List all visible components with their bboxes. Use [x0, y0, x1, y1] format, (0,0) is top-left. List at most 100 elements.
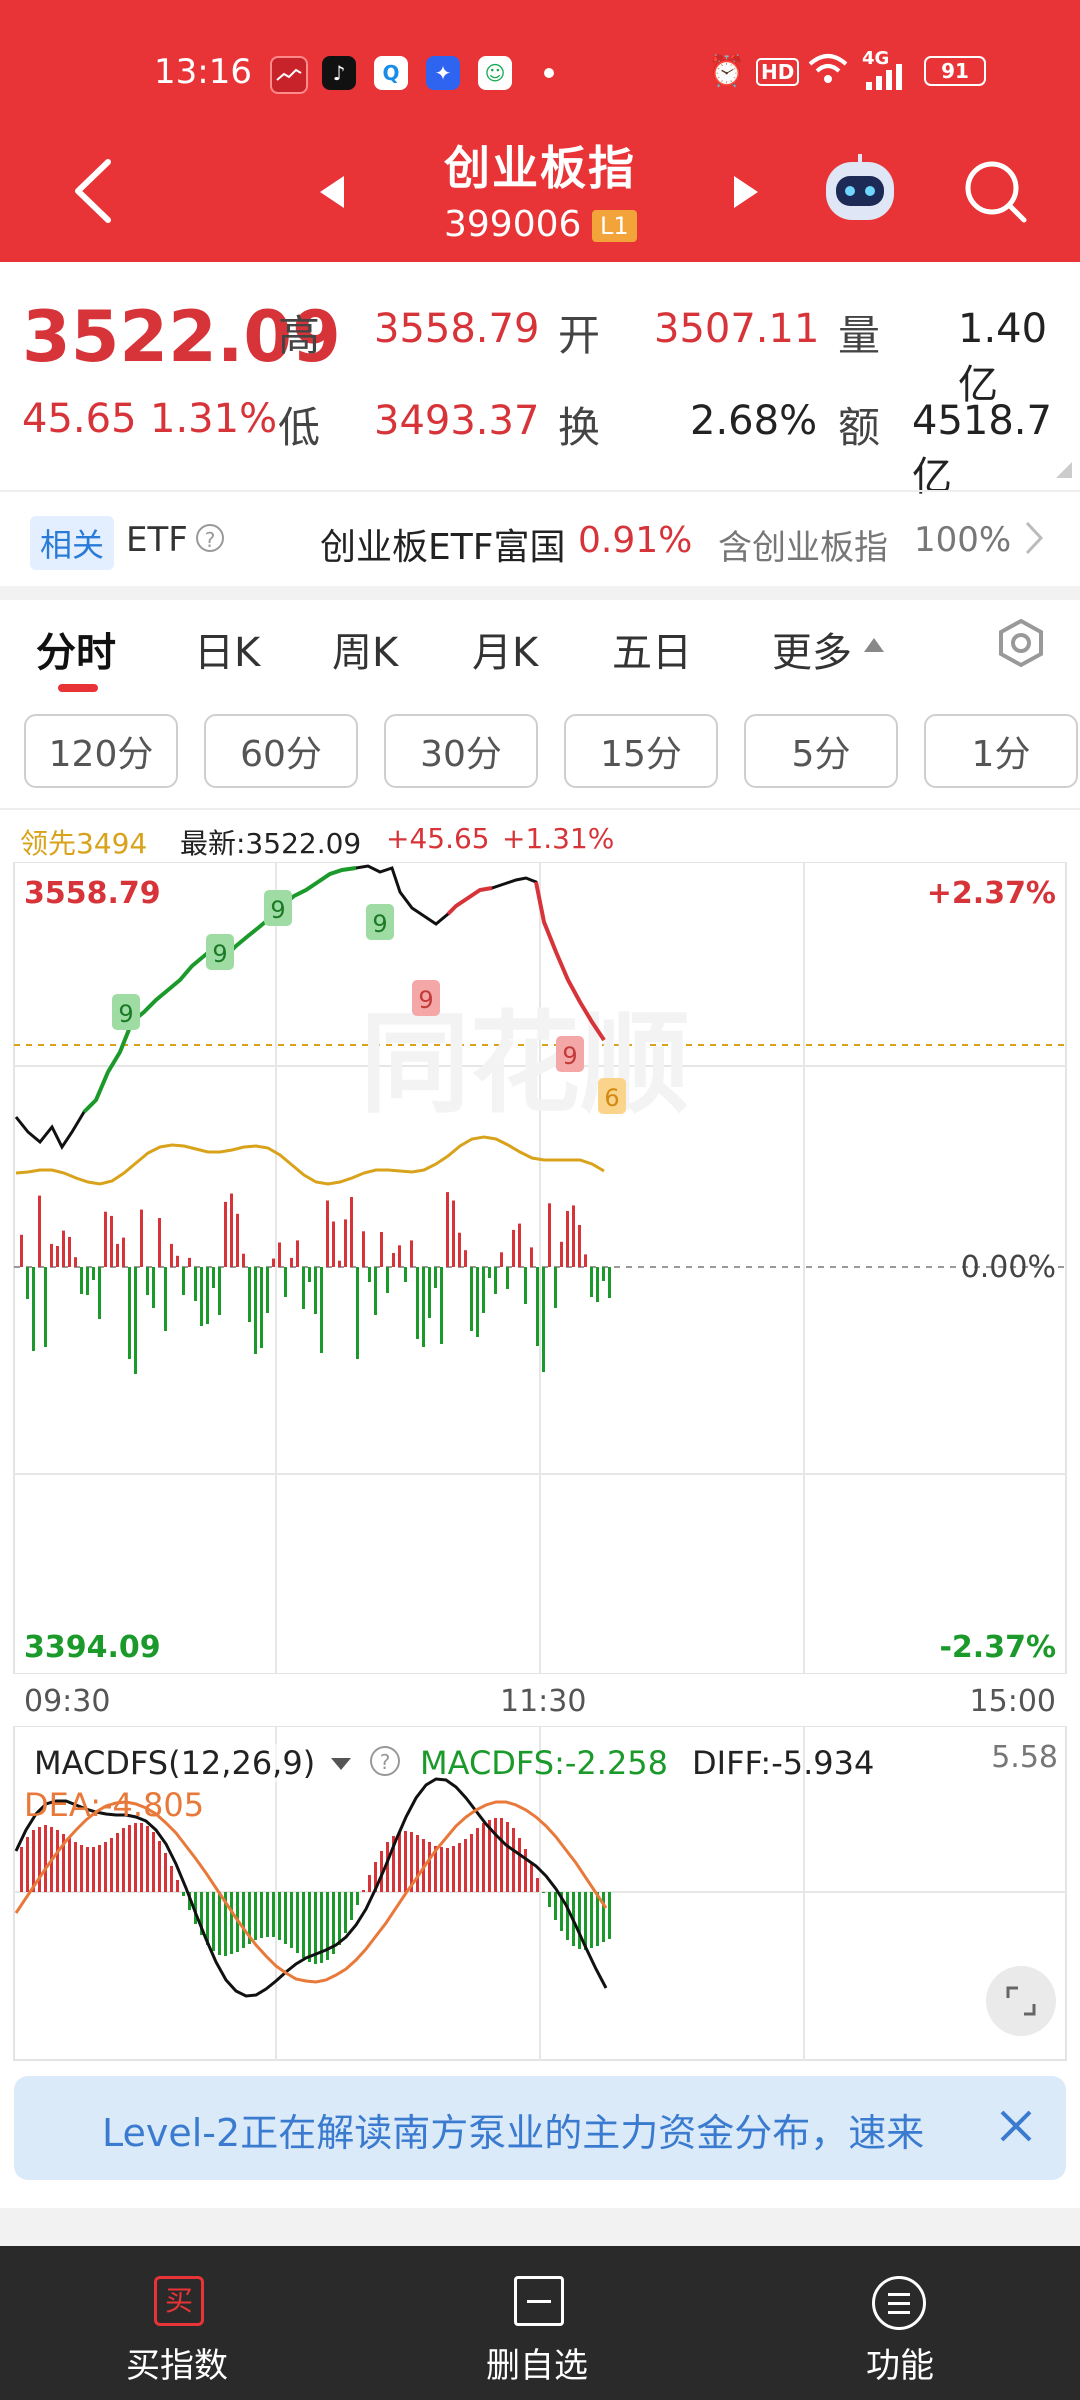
index-code: 399006 [444, 204, 582, 245]
more-notifications-dot [544, 68, 554, 78]
macdfs-value: MACDFS:-2.258 [420, 1744, 669, 1782]
bottom-separator [0, 2208, 1080, 2246]
open-value: 3507.11 [654, 306, 820, 352]
battery-icon: 91 [924, 56, 986, 86]
remove-watchlist-button[interactable]: 删自选 [360, 2246, 720, 2400]
signal-icon [864, 64, 904, 94]
time-end: 15:00 [969, 1684, 1056, 1719]
active-tab-indicator [58, 684, 98, 692]
price-change: 45.65 [22, 396, 137, 442]
app-icon-stock [270, 56, 308, 94]
high-value: 3558.79 [374, 306, 540, 352]
y-axis-top: 3558.79 [24, 876, 161, 911]
tab-daily-k[interactable]: 日K [194, 630, 261, 676]
expand-corner-icon[interactable] [1056, 462, 1072, 482]
hd-icon: HD [756, 58, 800, 86]
period-30min[interactable]: 30分 [384, 714, 538, 788]
td-marker [366, 904, 394, 940]
header-bar: 13:16 ♪ Q ✦ ☺ ⏰ HD 4G 91 创业板指 399006 L1 [0, 0, 1080, 262]
pct-axis-bottom: -2.37% [939, 1630, 1056, 1665]
latest-price-label: 最新:3522.09 [180, 827, 362, 860]
low-label: 低 [278, 403, 321, 452]
level2-promo-banner[interactable]: Level-2正在解读南方泵业的主力资金分布，速来 [14, 2076, 1066, 2180]
robot-assistant-icon[interactable] [822, 152, 898, 232]
network-type: 4G [862, 48, 890, 69]
settings-hexagon-icon[interactable] [996, 618, 1046, 672]
td-marker-label: 9 [118, 1000, 133, 1028]
dropdown-icon[interactable] [330, 1756, 352, 1775]
buy-icon: 买 [154, 2276, 204, 2326]
close-icon[interactable] [996, 2106, 1036, 2150]
amount-value: 4518.7亿 [912, 398, 1052, 500]
macd-indicator-name[interactable]: MACDFS(12,26,9) [34, 1744, 316, 1782]
pct-axis-top: +2.37% [926, 876, 1056, 911]
td-marker [412, 980, 440, 1016]
level-badge: L1 [592, 210, 637, 242]
chevron-right-icon [1024, 520, 1044, 560]
td-marker-label: 9 [418, 986, 433, 1014]
search-icon[interactable] [962, 158, 1028, 228]
prev-stock-icon[interactable] [316, 172, 346, 216]
functions-button[interactable]: 功能 [720, 2246, 1080, 2400]
macd-chart[interactable]: MACDFS(12,26,9) ? MACDFS:-2.258 DIFF:-5.… [0, 1726, 1080, 2062]
td-marker-label: 9 [212, 940, 227, 968]
minus-box-icon [514, 2276, 564, 2326]
etf-pct: 0.91% [578, 520, 693, 561]
etf-tag: 相关 [30, 516, 115, 570]
td-marker [598, 1078, 626, 1114]
etf-label: ETF [126, 520, 188, 560]
buy-index-label: 买指数 [126, 2346, 228, 2386]
period-1min[interactable]: 1分 [924, 714, 1078, 788]
lead-indicator: 领先3494 [20, 827, 148, 860]
current-price: 3522.09 [22, 296, 341, 378]
etf-name: 创业板ETF富国 [320, 527, 566, 568]
etf-contains: 含创业板指 [718, 528, 888, 568]
tiktok-icon: ♪ [322, 56, 356, 90]
open-label: 开 [558, 311, 601, 360]
period-15min[interactable]: 15分 [564, 714, 718, 788]
tab-five-day[interactable]: 五日 [612, 630, 692, 676]
period-5min[interactable]: 5分 [744, 714, 898, 788]
td-marker [112, 994, 140, 1030]
chart-change-pct: +1.31% [502, 822, 615, 855]
functions-label: 功能 [866, 2346, 934, 2386]
price-change-pct: 1.31% [150, 396, 278, 442]
turnover-label: 换 [558, 403, 601, 452]
buy-index-button[interactable]: 买 买指数 [0, 2246, 360, 2400]
high-label: 高 [278, 311, 321, 360]
menu-circle-icon [872, 2276, 926, 2330]
tab-weekly-k[interactable]: 周K [332, 630, 399, 676]
help-icon[interactable]: ? [370, 1746, 400, 1776]
alarm-icon: ⏰ [708, 54, 746, 89]
banner-text: Level-2正在解读南方泵业的主力资金分布，速来 [102, 2111, 925, 2155]
tab-monthly-k[interactable]: 月K [472, 630, 539, 676]
td-marker-label: 9 [372, 910, 387, 938]
period-60min[interactable]: 60分 [204, 714, 358, 788]
app-icon-green: ☺ [478, 56, 512, 90]
search-app-icon: Q [374, 56, 408, 90]
help-icon[interactable]: ? [196, 524, 224, 552]
volume-label: 量 [838, 311, 881, 360]
td-marker-label: 9 [562, 1042, 577, 1070]
divider [0, 490, 1080, 492]
td-marker [206, 934, 234, 970]
dea-value: DEA:-4.805 [24, 1786, 205, 1824]
app-icon-blue: ✦ [426, 56, 460, 90]
next-stock-icon[interactable] [732, 172, 762, 216]
page-title: 创业板指 [444, 141, 636, 195]
tab-intraday[interactable]: 分时 [36, 630, 116, 676]
tab-more[interactable]: 更多 [772, 630, 852, 676]
divider [0, 808, 1080, 810]
related-etf-row[interactable]: 相关 ETF ? 创业板ETF富国 0.91% 含创业板指 100% [0, 494, 1080, 586]
fullscreen-icon[interactable] [986, 1966, 1056, 2036]
back-icon[interactable] [70, 156, 114, 230]
section-separator [0, 586, 1080, 600]
caret-up-icon [862, 636, 886, 658]
etf-weight: 100% [914, 520, 1012, 560]
period-120min[interactable]: 120分 [24, 714, 178, 788]
td-marker [264, 890, 292, 926]
macd-max-value: 5.58 [991, 1740, 1058, 1775]
low-value: 3493.37 [374, 398, 540, 444]
amount-label: 额 [838, 403, 881, 452]
